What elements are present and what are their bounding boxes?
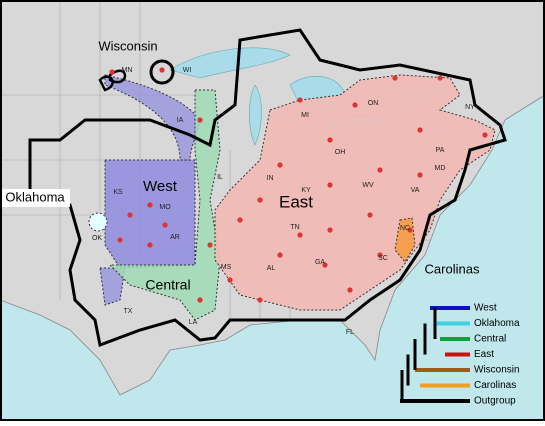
state-label: AR (170, 234, 180, 241)
state-label: PA (436, 147, 445, 154)
state-label: OH (335, 149, 346, 156)
sample-dot (257, 297, 263, 303)
legend-label: Oklahoma (474, 318, 520, 329)
sample-dot (377, 167, 383, 173)
sample-dot (367, 212, 373, 218)
mn-outline (98, 69, 127, 92)
sample-dot (417, 127, 423, 133)
state-label: ON (368, 100, 379, 107)
sample-dot (322, 262, 328, 268)
sample-dot (347, 287, 353, 293)
oklahoma-region (88, 212, 108, 232)
region-label: Carolinas (425, 261, 480, 276)
sample-dot (417, 172, 423, 178)
sample-dot (297, 232, 303, 238)
sample-dot (237, 217, 243, 223)
state-label: WV (362, 182, 374, 189)
state-label: NC (400, 225, 410, 232)
state-label: SC (378, 255, 388, 262)
label-bg (2, 189, 70, 207)
wisconsin-region (149, 59, 175, 85)
state-label: KY (301, 187, 311, 194)
sample-dot (482, 132, 488, 138)
region-label: East (279, 192, 313, 211)
state-label: MS (221, 264, 232, 271)
legend-label: East (474, 349, 494, 360)
east-region (214, 74, 496, 311)
state-label: IA (177, 117, 184, 124)
sample-dot (327, 227, 333, 233)
state-label: LA (189, 319, 198, 326)
state-label: MN (122, 67, 133, 74)
state-label: AL (267, 265, 276, 272)
state-label: VA (411, 187, 420, 194)
sample-dot (117, 237, 123, 243)
sample-dot (277, 162, 283, 168)
central-region (108, 89, 221, 321)
sample-dots (109, 67, 488, 303)
state-label: IN (267, 175, 274, 182)
state-label: MD (435, 165, 446, 172)
region-label: Wisconsin (98, 38, 157, 53)
region-label: West (143, 178, 178, 195)
state-label: MI (301, 112, 309, 119)
state-label: WI (183, 67, 192, 74)
west-region (104, 159, 196, 269)
state-label: KS (113, 189, 123, 196)
state-label: MO (159, 204, 171, 211)
sample-dot (197, 297, 203, 303)
region-label: Oklahoma (5, 189, 65, 204)
state-label: TN (290, 224, 299, 231)
state-label: NY (465, 104, 475, 111)
state-label: GA (315, 259, 325, 266)
legend-label: West (474, 303, 497, 314)
sample-dot (147, 242, 153, 248)
range-outline (28, 28, 507, 348)
sample-dot (352, 102, 358, 108)
sample-dot (327, 182, 333, 188)
sample-dot (277, 252, 283, 258)
legend-label: Wisconsin (474, 365, 520, 376)
sample-dot (207, 242, 213, 248)
state-label: TX (124, 308, 133, 315)
legend-label: Central (474, 334, 506, 345)
state-label: OK (92, 235, 102, 242)
sample-dot (327, 137, 333, 143)
sample-dot (407, 227, 413, 233)
sample-dot (437, 75, 443, 81)
sample-dot (392, 75, 398, 81)
sample-dot (147, 202, 153, 208)
legend-label: Carolinas (474, 380, 516, 391)
sample-dot (127, 212, 133, 218)
sample-dot (109, 69, 115, 75)
sample-dot (159, 67, 165, 73)
state-label: IL (217, 174, 223, 181)
sample-dot (197, 117, 203, 123)
west-corridor (104, 74, 201, 161)
sample-dot (227, 277, 233, 283)
sample-dot (377, 252, 383, 258)
sample-dot (162, 222, 168, 228)
sample-dot (297, 97, 303, 103)
sample-dot (257, 197, 263, 203)
region-label: Central (145, 277, 190, 293)
legend-label: Outgroup (474, 396, 516, 407)
state-label: FL (346, 329, 354, 336)
